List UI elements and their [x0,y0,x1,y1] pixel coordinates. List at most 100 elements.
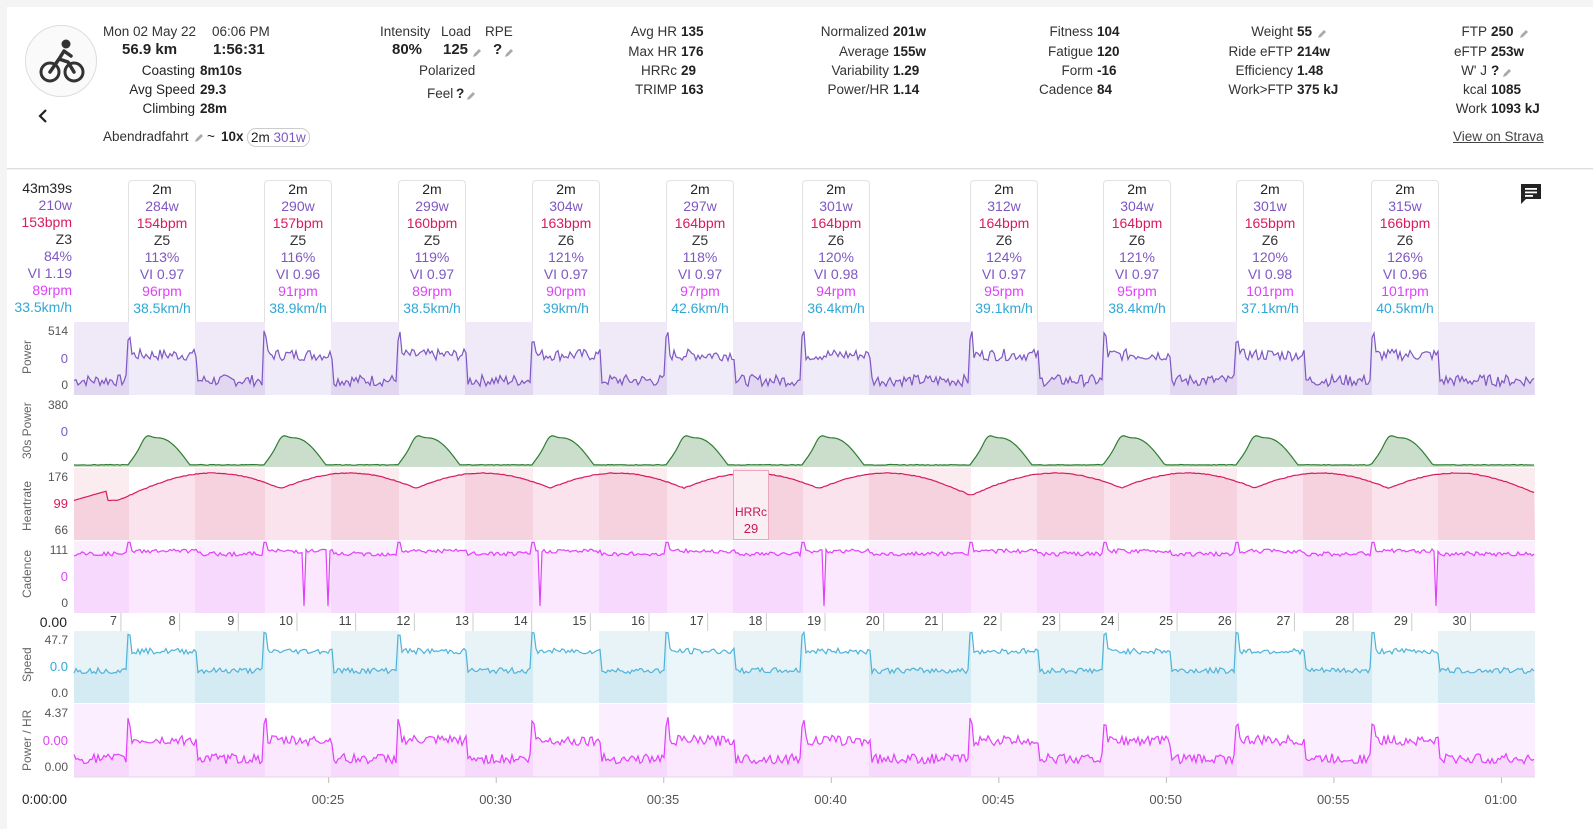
ride-eftp-label: Ride eFTP [1228,44,1293,59]
p30-tick: 380 [47,398,68,412]
lap-duration: 2m [422,181,442,197]
lap-power: 304w [1120,198,1154,214]
lap-column[interactable]: 2m 301w 165bpm Z6 120% VI 0.98 101rpm 37.1km/h [1236,180,1304,326]
lap-cadence: 97rpm [680,283,720,299]
duration-value: 1:56:31 [213,41,265,58]
lap-cadence: 101rpm [1246,283,1294,299]
cad-tick: 0 [60,569,68,584]
activity-name[interactable]: Abendradfahrt [103,129,189,144]
lap-zone: Z5 [423,232,441,248]
cad-axis-label: Cadence [20,549,34,598]
lap-column[interactable]: 2m 301w 164bpm Z6 120% VI 0.98 94rpm 36.4km/h [802,180,870,326]
average-label: Average [838,44,889,59]
avg-hr-value: 135 [681,24,704,39]
hrrc-label: HRRc [641,63,677,78]
lap-column[interactable]: 2m 299w 160bpm Z5 119% VI 0.97 89rpm 38.5km/h [398,180,466,326]
overall-percent-ftp: 84% [43,248,72,264]
lap-band [1372,322,1438,777]
hrrc-value: 29 [681,63,697,78]
pencil-icon[interactable] [1317,26,1327,38]
comment-icon[interactable] [1519,182,1543,206]
km-tick: 21 [924,614,939,628]
lap-speed: 42.6km/h [671,300,729,316]
speed-area [74,632,1535,703]
hr-line [73,472,1535,502]
wprime-value[interactable]: ? [1491,63,1500,78]
time-tick: 00:25 [311,792,345,807]
variability-label: Variability [831,63,889,78]
lap-column[interactable]: 2m 290w 157bpm Z5 116% VI 0.96 91rpm 38.9km/h [264,180,332,326]
km-tick: 15 [572,614,587,628]
cad-area [74,542,1535,613]
hrrc-marker-label: HRRc [735,505,767,519]
speed-axis-label: Speed [20,647,34,682]
lap-heartrate: 163bpm [540,215,592,231]
km-axis-start: 0.00 [39,614,67,630]
km-tick: 22 [983,614,998,628]
lap-zone: Z6 [1128,232,1146,248]
lap-vi: VI 0.97 [1114,266,1160,282]
lap-power: 297w [683,198,717,214]
lap-column[interactable]: 2m 284w 154bpm Z5 113% VI 0.97 96rpm 38.5km/h [128,180,196,326]
lap-power: 312w [987,198,1021,214]
lap-zone: Z5 [153,232,171,248]
fitness-label: Fitness [1049,24,1093,39]
lap-column[interactable]: 2m 304w 164bpm Z6 121% VI 0.97 95rpm 38.4km/h [1103,180,1171,326]
feel-value[interactable]: ? [456,86,465,101]
lap-heartrate: 164bpm [810,215,862,231]
lap-cadence: 95rpm [1117,283,1157,299]
cadence-label: Cadence [1038,82,1093,97]
km-tick: 19 [807,614,822,628]
lap-speed: 39km/h [543,300,589,316]
pencil-icon[interactable] [1519,26,1529,38]
pencil-icon[interactable] [466,88,476,100]
pencil-icon[interactable] [472,45,482,57]
hrrc-marker[interactable]: HRRc 29 [733,470,769,540]
km-tick: 24 [1100,614,1115,628]
hr-series [73,472,1535,540]
avg-speed-label: Avg Speed [129,82,195,97]
bike-icon [25,25,97,97]
pencil-icon[interactable] [194,130,204,142]
ftp-value[interactable]: 250 [1491,24,1514,39]
pencil-icon[interactable] [504,45,514,57]
lap-zone: Z6 [1396,232,1414,248]
view-on-strava-link[interactable]: View on Strava [1453,129,1544,144]
interval-count: 10x [221,129,244,144]
lap-column[interactable]: 2m 312w 164bpm Z6 124% VI 0.97 95rpm 39.1km/h [970,180,1038,326]
power-area [74,330,1535,395]
rpe-value[interactable]: ? [493,41,503,58]
lap-vi: VI 0.96 [1382,266,1428,282]
lap-duration: 2m [288,181,308,197]
chevron-left-icon[interactable] [35,107,51,125]
lap-column[interactable]: 2m 315w 166bpm Z6 126% VI 0.96 101rpm 40.5km/h [1371,180,1439,326]
time-tick: 00:30 [479,792,512,807]
speed-tick: 0.0 [51,686,68,700]
efficiency-label: Efficiency [1235,63,1293,78]
normalized-label: Normalized [820,24,889,39]
lap-zone: Z5 [691,232,709,248]
weight-value[interactable]: 55 [1297,24,1313,39]
chart-stack[interactable] [7,170,1593,829]
lap-zone: Z6 [995,232,1013,248]
cad-tick: 0 [61,596,68,610]
km-tick: 28 [1335,614,1350,628]
power-tick: 0 [61,378,68,392]
cad-line [73,541,1535,606]
overall-power: 210w [38,197,72,213]
lap-vi: VI 0.97 [677,266,723,282]
fatigue-label: Fatigue [1047,44,1093,59]
overall-vi: VI 1.19 [27,265,72,281]
overall-lap[interactable]: 43m39s 210w 153bpm Z3 84% VI 1.19 89rpm 33.5km/… [10,180,72,316]
lap-column[interactable]: 2m 304w 163bpm Z6 121% VI 0.97 90rpm 39km/h [532,180,600,326]
hrrc-marker-value: 29 [743,521,759,536]
phr-tick: 4.37 [44,706,68,720]
lap-column[interactable]: 2m 297w 164bpm Z5 118% VI 0.97 97rpm 42.6km/h [666,180,734,326]
lap-highlights [129,322,1438,777]
interval-chip[interactable]: 2m 301w [247,128,310,147]
time-tick: 00:55 [1316,792,1350,807]
trimp-value: 163 [681,82,704,97]
work-ftp-label: Work>FTP [1228,82,1293,97]
p30-tick: 0 [60,423,68,439]
pencil-icon[interactable] [1502,65,1512,77]
